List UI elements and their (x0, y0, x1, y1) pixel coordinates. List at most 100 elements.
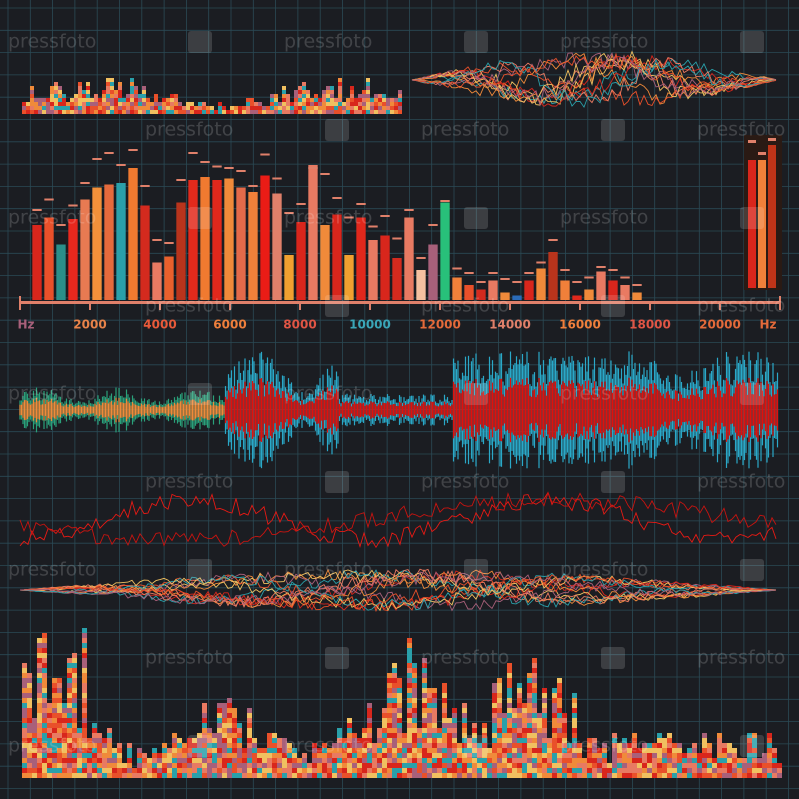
noise-pixel (532, 683, 537, 688)
noise-pixel (312, 773, 317, 778)
wave-line (411, 52, 777, 93)
noise-pixel (322, 98, 326, 102)
noise-pixel (482, 723, 487, 728)
noise-pixel (622, 763, 627, 768)
noise-pixel (62, 703, 67, 708)
noise-pixel (138, 94, 142, 98)
noise-pixel (172, 733, 177, 738)
noise-pixel (567, 748, 572, 753)
noise-pixel (682, 753, 687, 758)
watermark-icon (188, 559, 212, 581)
noise-pixel (370, 98, 374, 102)
noise-pixel (27, 698, 32, 703)
noise-pixel (447, 733, 452, 738)
noise-pixel (512, 763, 517, 768)
noise-pixel (27, 683, 32, 688)
noise-pixel (442, 768, 447, 773)
noise-pixel (382, 98, 386, 102)
peak-marker (32, 209, 42, 211)
noise-pixel (106, 94, 110, 98)
noise-pixel (417, 763, 422, 768)
noise-pixel (338, 82, 342, 86)
noise-pixel (717, 748, 722, 753)
noise-pixel (552, 733, 557, 738)
noise-pixel (442, 773, 447, 778)
noise-pixel (246, 110, 250, 114)
noise-pixel (267, 753, 272, 758)
noise-pixel (452, 753, 457, 758)
noise-pixel (542, 708, 547, 713)
noise-pixel (507, 708, 512, 713)
noise-pixel (412, 743, 417, 748)
noise-pixel (162, 753, 167, 758)
noise-pixel (562, 728, 567, 733)
noise-pixel (250, 102, 254, 106)
peak-marker (80, 182, 90, 184)
watermark-icon (464, 735, 488, 757)
noise-pixel (347, 743, 352, 748)
noise-pixel (732, 753, 737, 758)
noise-pixel (207, 753, 212, 758)
noise-pixel (262, 763, 267, 768)
noise-pixel (77, 743, 82, 748)
noise-pixel (214, 110, 218, 114)
noise-pixel (442, 758, 447, 763)
noise-pixel (22, 768, 27, 773)
noise-pixel (217, 758, 222, 763)
noise-pixel (158, 110, 162, 114)
noise-pixel (632, 748, 637, 753)
noise-pixel (532, 693, 537, 698)
noise-pixel (507, 768, 512, 773)
noise-pixel (342, 758, 347, 763)
noise-pixel (672, 753, 677, 758)
noise-pixel (762, 763, 767, 768)
noise-pixel (382, 94, 386, 98)
noise-pixel (42, 673, 47, 678)
noise-pixel (342, 743, 347, 748)
noise-pixel (107, 753, 112, 758)
noise-pixel (282, 110, 286, 114)
noise-pixel (106, 102, 110, 106)
wave-line (19, 569, 777, 608)
bar (572, 295, 582, 300)
noise-pixel (298, 86, 302, 90)
noise-pixel (62, 102, 66, 106)
noise-pixel (387, 693, 392, 698)
noise-pixel (517, 683, 522, 688)
noise-pixel (577, 773, 582, 778)
noise-pixel (562, 748, 567, 753)
noise-pixel (297, 773, 302, 778)
noise-pixel (82, 733, 87, 738)
noise-pixel (742, 773, 747, 778)
noise-pixel (412, 763, 417, 768)
noise-pixel (142, 768, 147, 773)
noise-pixel (532, 768, 537, 773)
noise-pixel (527, 768, 532, 773)
noise-pixel (677, 773, 682, 778)
noise-pixel (447, 738, 452, 743)
noise-pixel (752, 773, 757, 778)
noise-pixel (567, 758, 572, 763)
watermark-icon (188, 207, 212, 229)
noise-pixel (622, 758, 627, 763)
noise-pixel (717, 743, 722, 748)
bar (548, 252, 558, 300)
noise-pixel (217, 743, 222, 748)
noise-pixel (272, 748, 277, 753)
noise-pixel (407, 743, 412, 748)
noise-pixel (342, 773, 347, 778)
noise-pixel (397, 753, 402, 758)
noise-pixel (112, 773, 117, 778)
noise-pixel (107, 748, 112, 753)
noise-pixel (282, 753, 287, 758)
watermark: pressfoto (560, 31, 648, 53)
noise-pixel (212, 738, 217, 743)
noise-pixel (146, 98, 150, 102)
noise-pixel (178, 106, 182, 110)
noise-pixel (98, 98, 102, 102)
noise-pixel (412, 708, 417, 713)
noise-pixel (130, 98, 134, 102)
noise-pixel (367, 768, 372, 773)
noise-pixel (87, 748, 92, 753)
noise-pixel (432, 688, 437, 693)
